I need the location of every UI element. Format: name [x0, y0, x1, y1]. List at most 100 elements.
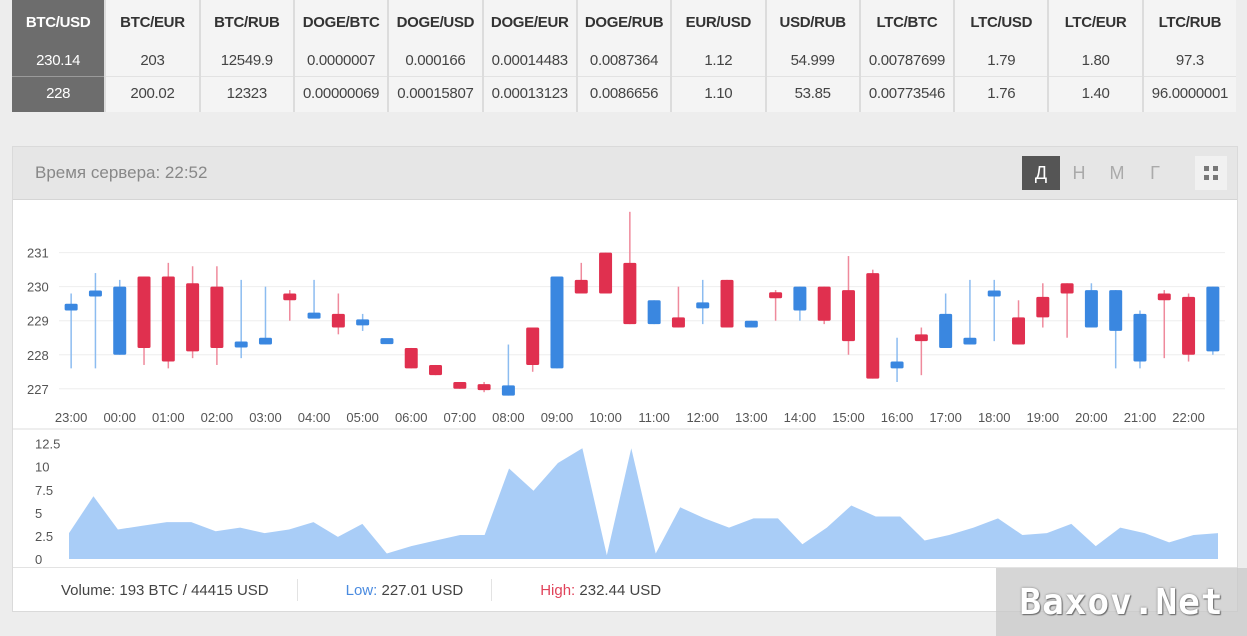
ticker-pair: LTC/BTC — [876, 13, 938, 31]
time-tick-label: 03:00 — [249, 410, 282, 425]
price-tick-label: 229 — [27, 314, 49, 329]
volume-text: Volume: 193 BTC / 44415 USD — [61, 581, 269, 599]
ticker-value-1: 230.14 — [12, 44, 105, 77]
time-tick-label: 19:00 — [1027, 410, 1060, 425]
time-tick-label: 06:00 — [395, 410, 428, 425]
candle-body — [331, 313, 345, 328]
candle-body — [1060, 283, 1074, 294]
period-week-button[interactable]: Н — [1072, 162, 1086, 183]
candle-body — [769, 292, 783, 299]
ticker-pair: DOGE/RUB — [584, 13, 664, 31]
time-tick-label: 12:00 — [686, 410, 719, 425]
high-label: High: — [540, 581, 576, 599]
candle-body — [1182, 296, 1196, 355]
ticker-value-2: 0.00013123 — [491, 84, 569, 102]
price-tick-label: 227 — [27, 382, 49, 397]
period-month-button[interactable]: М — [1109, 162, 1125, 183]
ticker-value-1: 0.00787699 — [860, 44, 954, 77]
ticker-column[interactable]: LTC/BTC 0.00787699 0.00773546 — [860, 0, 954, 112]
time-tick-label: 13:00 — [735, 410, 768, 425]
time-tick-label: 11:00 — [638, 410, 670, 425]
price-tick-label: 228 — [27, 348, 49, 363]
low-stat: Low: 227.01 USD — [298, 579, 493, 601]
ticker-pair: BTC/RUB — [214, 13, 280, 31]
period-day-button[interactable]: Д — [1022, 156, 1060, 190]
ticker-value-1: 0.0087364 — [577, 44, 671, 77]
ticker-value-1: 12549.9 — [200, 44, 293, 77]
candle-body — [161, 276, 175, 362]
grid-icon — [1202, 164, 1220, 182]
time-tick-label: 09:00 — [541, 410, 574, 425]
period-year-button[interactable]: Г — [1150, 162, 1160, 183]
candle-body — [1157, 293, 1171, 301]
ticker-pair: USD/RUB — [779, 13, 847, 31]
candle-body — [939, 313, 953, 348]
ticker-value-2: 1.76 — [987, 84, 1016, 102]
ticker-value-1: 54.999 — [766, 44, 859, 77]
ticker-column[interactable]: LTC/USD 1.79 1.76 — [955, 0, 1048, 112]
candle-body — [647, 300, 661, 325]
candle-body — [429, 364, 443, 376]
candle-body — [793, 286, 807, 311]
candle-body — [550, 276, 564, 369]
ticker-value-2: 200.02 — [130, 84, 175, 102]
ticker-value-2: 1.40 — [1081, 84, 1110, 102]
candle-body — [307, 312, 321, 319]
ticker-column[interactable]: LTC/RUB 97.3 96.0000001 — [1143, 0, 1237, 112]
ticker-pair: BTC/EUR — [120, 13, 185, 31]
candle-body — [1133, 313, 1147, 362]
volume-tick-label: 12.5 — [35, 437, 60, 452]
candle-body — [890, 361, 904, 369]
grid-view-button[interactable] — [1195, 156, 1227, 190]
candle-body — [258, 337, 272, 345]
time-tick-label: 08:00 — [492, 410, 525, 425]
time-tick-label: 02:00 — [201, 410, 234, 425]
low-label: Low: — [345, 581, 378, 599]
candle-body — [186, 283, 200, 352]
ticker-pair: LTC/RUB — [1158, 13, 1222, 31]
volume-stat: Volume: 193 BTC / 44415 USD — [13, 579, 298, 601]
chart-panel: Время сервера: 22:52 Д Н М Г 227 228 229 23… — [12, 146, 1238, 612]
ticker-column[interactable]: DOGE/EUR 0.00014483 0.00013123 — [483, 0, 576, 112]
ticker-value-1: 0.00014483 — [483, 44, 576, 77]
ticker-value-1: 1.12 — [672, 44, 765, 77]
candle-body — [817, 286, 831, 321]
ticker-column[interactable]: BTC/EUR 203 200.02 — [106, 0, 199, 112]
ticker-pair: LTC/EUR — [1064, 13, 1127, 31]
candle-body — [866, 273, 880, 379]
time-tick-label: 18:00 — [978, 410, 1011, 425]
candle-body — [283, 293, 297, 301]
ticker-value-2: 0.00000069 — [302, 84, 380, 102]
ticker-pair: LTC/USD — [970, 13, 1033, 31]
volume-area — [69, 448, 1218, 559]
volume-tick-label: 2.5 — [35, 529, 53, 544]
server-time: Время сервера: 22:52 — [35, 163, 208, 182]
ticker-column[interactable]: EUR/USD 1.12 1.10 — [672, 0, 765, 112]
ticker-column[interactable]: DOGE/RUB 0.0087364 0.0086656 — [577, 0, 671, 112]
candle-body — [1109, 290, 1123, 331]
candle-body — [1084, 290, 1098, 328]
ticker-column[interactable]: DOGE/USD 0.000166 0.00015807 — [389, 0, 482, 112]
ticker-value-1: 97.3 — [1143, 44, 1237, 77]
ticker-column[interactable]: LTC/EUR 1.80 1.40 — [1049, 0, 1142, 112]
ticker-column[interactable]: DOGE/BTC 0.0000007 0.00000069 — [294, 0, 388, 112]
candle-body — [623, 262, 637, 325]
volume-tick-label: 0 — [35, 552, 42, 567]
candle-body — [574, 279, 588, 294]
candle-body — [210, 286, 224, 348]
candle-body — [137, 276, 151, 348]
price-tick-label: 231 — [27, 246, 49, 261]
period-selector: Д Н М Г — [1022, 156, 1174, 190]
candle-body — [1206, 286, 1220, 352]
volume-tick-label: 5 — [35, 506, 42, 521]
time-tick-label: 22:00 — [1172, 410, 1205, 425]
ticker-column[interactable]: BTC/RUB 12549.9 12323 — [200, 0, 293, 112]
ticker-column[interactable]: BTC/USD 230.14 228 — [12, 0, 105, 112]
ticker-column[interactable]: USD/RUB 54.999 53.85 — [766, 0, 859, 112]
ticker-value-2: 96.0000001 — [1151, 84, 1229, 102]
chart-header: Время сервера: 22:52 Д Н М Г — [13, 147, 1237, 200]
ticker-pair: DOGE/USD — [396, 13, 475, 31]
high-stat: High: 232.44 USD — [492, 579, 689, 601]
candle-body — [599, 252, 613, 294]
ticker-value-2: 1.10 — [704, 84, 733, 102]
